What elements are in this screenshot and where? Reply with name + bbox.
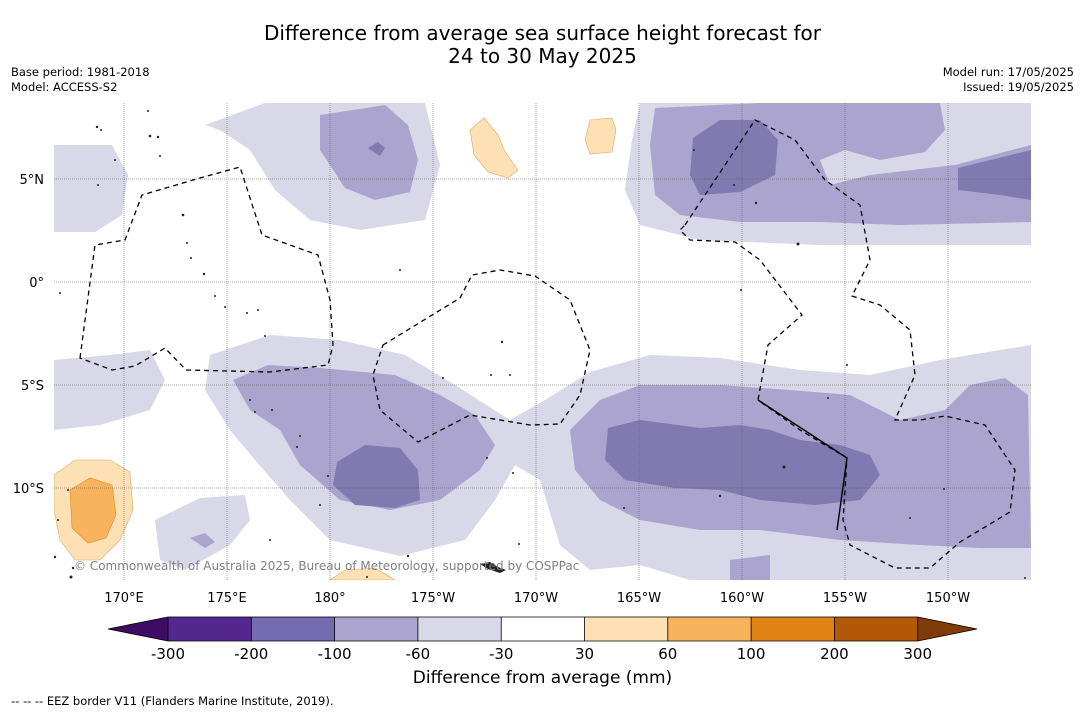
- lon-label-180: 180°: [314, 591, 345, 606]
- colorbar-segment: [501, 617, 585, 641]
- model-run: Model run: 17/05/2025: [942, 65, 1074, 79]
- islands: [54, 110, 1026, 579]
- colorbar-label: Difference from average (mm): [412, 668, 673, 688]
- meta-right: Model run: 17/05/2025 Issued: 19/05/2025: [943, 65, 1074, 95]
- colorbar: -300 -200 -100 -60 -30 30 60 100 200 300: [107, 616, 978, 663]
- colorbar-tick: -30: [489, 645, 514, 663]
- lat-label-0: 0°: [29, 276, 44, 291]
- lon-label-170w: 170°W: [514, 591, 558, 606]
- lat-label-10s: 10°S: [13, 482, 44, 497]
- colorbar-tick: -60: [406, 645, 431, 663]
- colorbar-tick: -300: [151, 645, 185, 663]
- meta-left: Base period: 1981-2018 Model: ACCESS-S2: [11, 65, 150, 95]
- lat-labels: 5°N 0° 5°S 10°S: [13, 173, 44, 497]
- lat-label-5s: 5°S: [21, 379, 44, 394]
- lon-label-170e: 170°E: [104, 591, 144, 606]
- colorbar-segment: [168, 617, 252, 641]
- colorbar-segment: [834, 617, 918, 641]
- lat-label-5n: 5°N: [20, 173, 45, 188]
- eez-solid-segment: [757, 399, 848, 531]
- eez-legend-footer: -- -- -- EEZ border V11 (Flanders Marine…: [11, 694, 334, 708]
- colorbar-segment: [417, 617, 502, 641]
- title-line-1: Difference from average sea surface heig…: [263, 21, 822, 45]
- issued-date: Issued: 19/05/2025: [963, 80, 1074, 94]
- copyright-text: © Commonwealth of Australia 2025, Bureau…: [74, 559, 579, 573]
- colorbar-segment: [584, 617, 668, 641]
- colorbar-extend-min: [108, 617, 168, 641]
- colorbar-tick: -100: [318, 645, 352, 663]
- lon-label-155w: 155°W: [823, 591, 867, 606]
- colorbar-extend-max: [917, 617, 977, 641]
- colorbar-tick: -200: [234, 645, 268, 663]
- chart-title: Difference from average sea surface heig…: [0, 22, 1085, 68]
- lon-label-150w: 150°W: [926, 591, 970, 606]
- title-line-2: 24 to 30 May 2025: [448, 44, 637, 68]
- base-period: Base period: 1981-2018: [11, 65, 150, 79]
- colorbar-ticks: -300 -200 -100 -60 -30 30 60 100 200 300: [151, 645, 932, 663]
- colorbar-tick: 30: [575, 645, 594, 663]
- ssh-anomaly-field: [54, 103, 1031, 580]
- lon-label-175w: 175°W: [411, 591, 455, 606]
- colorbar-tick: 100: [737, 645, 766, 663]
- colorbar-segment: [251, 617, 335, 641]
- lon-label-165w: 165°W: [617, 591, 661, 606]
- colorbar-tick: 300: [903, 645, 932, 663]
- lon-label-175e: 175°E: [207, 591, 247, 606]
- colorbar-tick: 60: [658, 645, 677, 663]
- colorbar-segment: [751, 617, 835, 641]
- lon-labels: 170°E 175°E 180° 175°W 170°W 165°W 160°W…: [104, 591, 970, 606]
- lon-label-160w: 160°W: [720, 591, 764, 606]
- eez-borders: [79, 119, 1016, 569]
- colorbar-segment: [667, 617, 752, 641]
- model-name: Model: ACCESS-S2: [11, 80, 118, 94]
- colorbar-tick: 200: [820, 645, 849, 663]
- colorbar-segment: [334, 617, 418, 641]
- graticule: [54, 103, 1031, 580]
